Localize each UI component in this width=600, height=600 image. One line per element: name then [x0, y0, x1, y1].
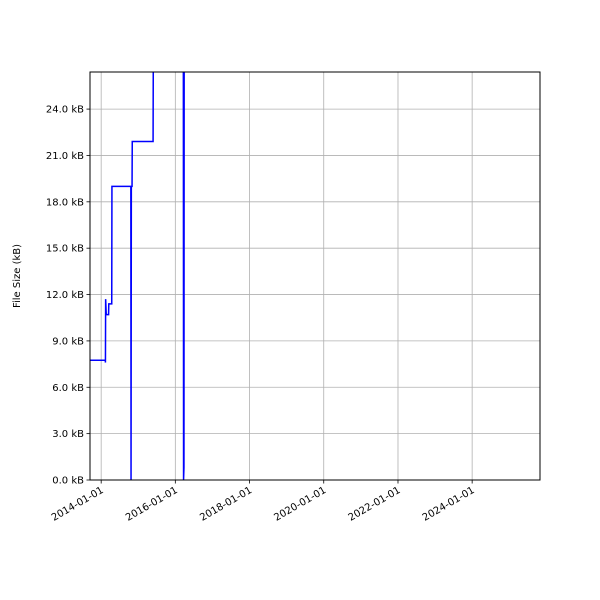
x-axis: 2014-01-01 2016-01-01 2018-01-01 2020-01-01… [50, 480, 477, 524]
y-axis-label: File Size (kB) [12, 244, 23, 308]
y-tick-label: 21.0 kB [46, 151, 84, 162]
series-line [90, 72, 185, 480]
series [90, 72, 185, 480]
y-tick-label: 18.0 kB [46, 197, 84, 208]
y-tick-label: 15.0 kB [46, 244, 84, 255]
y-axis: 0.0 kB 3.0 kB 6.0 kB 9.0 kB 12.0 kB 15.0 kB 18… [46, 105, 90, 487]
plot-frame [89, 71, 541, 481]
x-tick-label: 2020-01-01 [272, 485, 328, 524]
grid [90, 72, 540, 481]
y-tick-label: 6.0 kB [52, 383, 84, 394]
x-tick-label: 2024-01-01 [421, 485, 477, 524]
y-tick-label: 9.0 kB [52, 336, 84, 347]
x-tick-label: 2014-01-01 [50, 485, 106, 524]
x-tick-label: 2018-01-01 [198, 485, 254, 524]
y-tick-label: 0.0 kB [52, 476, 84, 487]
x-tick-label: 2016-01-01 [124, 485, 180, 524]
y-tick-label: 3.0 kB [52, 429, 84, 440]
y-tick-label: 24.0 kB [46, 105, 84, 116]
x-tick-label: 2022-01-01 [347, 485, 403, 524]
y-tick-label: 12.0 kB [46, 290, 84, 301]
